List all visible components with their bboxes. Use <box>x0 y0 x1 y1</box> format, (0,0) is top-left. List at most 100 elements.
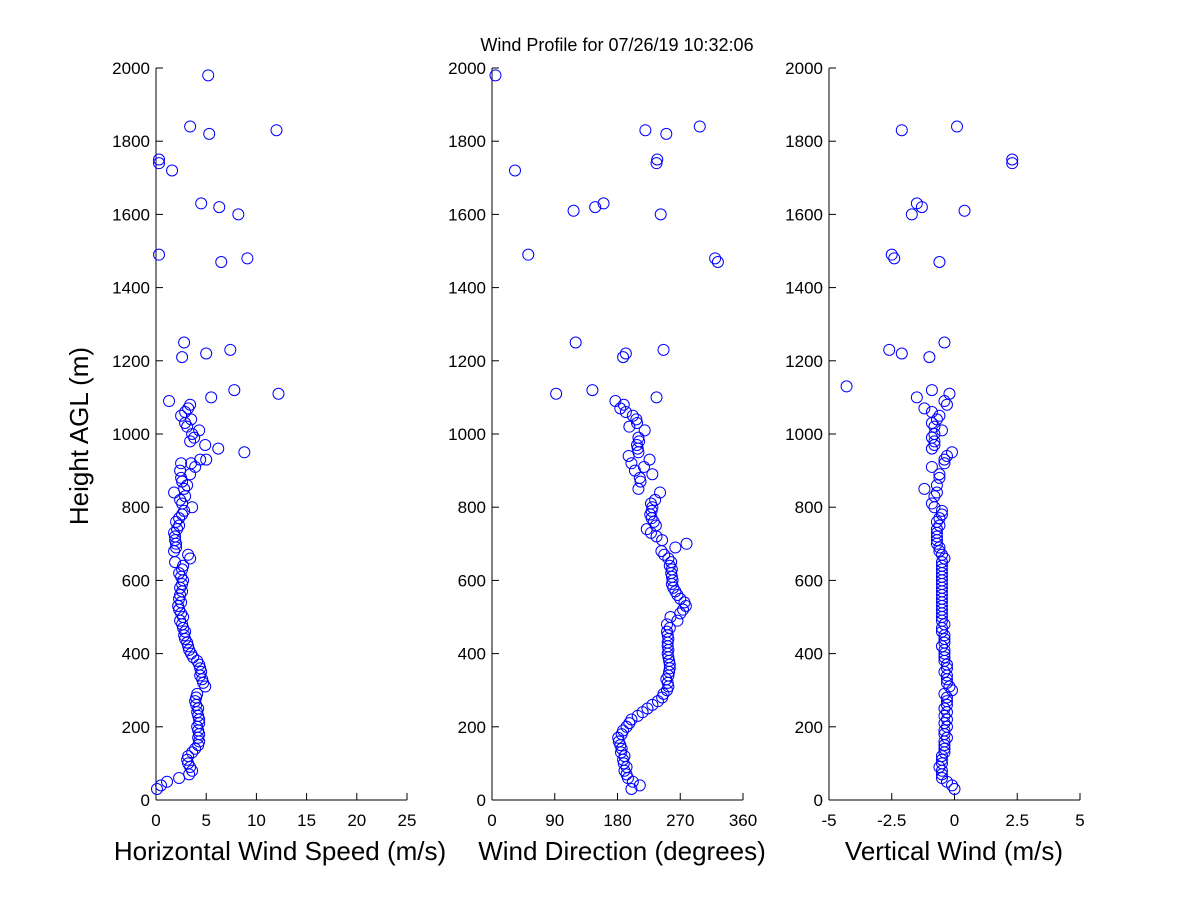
data-point <box>940 713 953 726</box>
data-point <box>933 541 946 554</box>
data-point <box>709 252 722 265</box>
x-axis-label: Vertical Wind (m/s) <box>845 836 1063 866</box>
data-point <box>948 783 961 796</box>
data-point <box>202 69 215 82</box>
x-tick-label: 25 <box>398 811 417 830</box>
series-points <box>840 120 1019 796</box>
x-tick-label: 0 <box>487 811 496 830</box>
data-point <box>895 124 908 137</box>
data-point <box>522 248 535 261</box>
data-point <box>567 204 580 217</box>
data-point <box>918 482 931 495</box>
data-point <box>644 497 657 510</box>
y-tick-label: 1800 <box>112 132 150 151</box>
data-point <box>935 772 948 785</box>
data-point <box>625 457 638 470</box>
data-point <box>935 563 948 576</box>
x-tick-label: -2.5 <box>877 811 906 830</box>
data-point <box>633 435 646 448</box>
data-point <box>178 482 191 495</box>
data-point <box>272 387 285 400</box>
data-point <box>151 783 164 796</box>
data-point <box>669 541 682 554</box>
data-point <box>951 120 964 133</box>
data-point <box>928 420 941 433</box>
data-point <box>840 380 853 393</box>
data-point <box>925 460 938 473</box>
data-point <box>173 567 186 580</box>
data-point <box>634 475 647 488</box>
data-point <box>194 453 207 466</box>
y-tick-label: 2000 <box>785 59 823 78</box>
data-point <box>677 603 690 616</box>
x-tick-label: 2.5 <box>1005 811 1029 830</box>
data-point <box>651 153 664 166</box>
data-point <box>626 409 639 422</box>
data-point <box>940 695 953 708</box>
data-point <box>910 391 923 404</box>
y-tick-label: 800 <box>122 498 150 517</box>
y-tick-label: 400 <box>122 645 150 664</box>
data-point <box>153 248 166 261</box>
y-tick-label: 1200 <box>112 352 150 371</box>
data-point <box>935 753 948 766</box>
data-point <box>935 504 948 517</box>
data-point <box>163 395 176 408</box>
data-point <box>928 435 941 448</box>
y-tick-label: 1000 <box>112 425 150 444</box>
data-point <box>938 618 951 631</box>
data-point <box>178 336 191 349</box>
data-point <box>680 537 693 550</box>
data-point <box>200 453 213 466</box>
data-point <box>940 662 953 675</box>
data-point <box>569 336 582 349</box>
y-tick-label: 1400 <box>785 279 823 298</box>
data-point <box>173 519 186 532</box>
subplot-2: 0 200 400 600 800 1000 1200 1400 1600 1800 2000 0 90… <box>448 59 766 866</box>
data-point <box>938 651 951 664</box>
data-point <box>170 515 183 528</box>
data-point <box>925 431 938 444</box>
y-tick-label: 1800 <box>785 132 823 151</box>
data-point <box>182 548 195 561</box>
data-point <box>930 486 943 499</box>
x-tick-label: 10 <box>247 811 266 830</box>
data-point <box>191 687 204 700</box>
y-tick-label: 2000 <box>448 59 486 78</box>
data-point <box>203 127 216 140</box>
x-axis-label: Wind Direction (degrees) <box>478 836 766 866</box>
data-point <box>195 197 208 210</box>
data-point <box>930 530 943 543</box>
data-point <box>609 395 622 408</box>
data-point <box>940 676 953 689</box>
data-point <box>933 519 946 532</box>
data-point <box>654 486 667 499</box>
data-point <box>938 453 951 466</box>
x-tick-label: 0 <box>151 811 160 830</box>
figure-title: Wind Profile for 07/26/19 10:32:06 <box>480 35 753 55</box>
data-point <box>938 702 951 715</box>
data-point <box>943 680 956 693</box>
data-point <box>175 457 188 470</box>
data-point <box>639 124 652 137</box>
data-point <box>617 724 630 737</box>
x-tick-label: 20 <box>347 811 366 830</box>
data-point <box>665 556 678 569</box>
data-point <box>586 384 599 397</box>
data-point <box>935 548 948 561</box>
data-point <box>935 556 948 569</box>
x-tick-label: 90 <box>545 811 564 830</box>
data-point <box>241 252 254 265</box>
data-point <box>646 468 659 481</box>
data-point <box>660 127 673 140</box>
data-point <box>215 255 228 268</box>
x-tick-label: -5 <box>821 811 836 830</box>
data-point <box>925 497 938 510</box>
data-point <box>643 453 656 466</box>
data-point <box>650 391 663 404</box>
y-tick-label: 0 <box>814 791 823 810</box>
data-point <box>938 742 951 755</box>
data-point <box>938 709 951 722</box>
data-point <box>619 347 632 360</box>
